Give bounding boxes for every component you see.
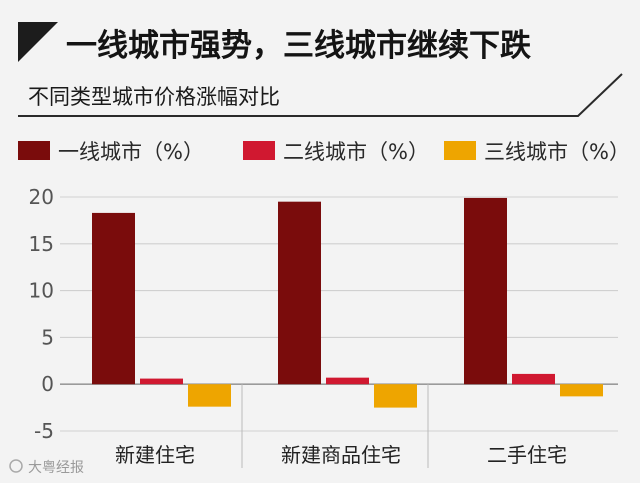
bar-3-1 bbox=[188, 384, 231, 407]
bar-2-2 bbox=[326, 377, 369, 385]
subtitle-underline bbox=[18, 73, 623, 117]
watermark-text: 大粤经报 bbox=[28, 460, 84, 476]
chart-legend: 一线城市（%） 二线城市（%） 三线城市（%） bbox=[18, 140, 630, 164]
bar-1-2 bbox=[278, 201, 321, 385]
legend-swatch-1 bbox=[18, 141, 50, 160]
y-tick-label: -5 bbox=[34, 419, 54, 443]
legend-label-1: 一线城市（%） bbox=[58, 140, 204, 164]
category-label: 新建住宅 bbox=[115, 443, 195, 467]
bar-2-3 bbox=[512, 373, 555, 385]
watermark-logo-icon bbox=[9, 459, 23, 473]
category-label: 新建商品住宅 bbox=[281, 443, 401, 467]
y-axis-ticks: 20 15 10 5 0 -5 bbox=[29, 185, 54, 443]
y-tick-label: 20 bbox=[29, 185, 54, 209]
bar-3-3 bbox=[560, 384, 603, 397]
chart-grid bbox=[60, 196, 618, 468]
chart-headline: 一线城市强势，三线城市继续下跌 bbox=[66, 28, 531, 64]
y-tick-label: 5 bbox=[41, 325, 54, 349]
category-label: 二手住宅 bbox=[487, 443, 567, 467]
chart-bars bbox=[92, 197, 603, 408]
y-tick-label: 0 bbox=[41, 372, 54, 396]
legend-swatch-3 bbox=[444, 141, 476, 160]
chart-subtitle: 不同类型城市价格涨幅对比 bbox=[28, 85, 280, 109]
y-tick-label: 10 bbox=[29, 279, 54, 303]
bar-1-1 bbox=[92, 212, 135, 385]
legend-label-3: 三线城市（%） bbox=[484, 140, 630, 164]
watermark: 大粤经报 bbox=[9, 459, 84, 476]
bar-1-3 bbox=[464, 197, 507, 385]
x-axis-labels: 新建住宅 新建商品住宅 二手住宅 bbox=[115, 443, 567, 467]
legend-swatch-2 bbox=[243, 141, 275, 160]
y-tick-label: 15 bbox=[29, 232, 54, 256]
legend-label-2: 二线城市（%） bbox=[283, 140, 429, 164]
bar-3-2 bbox=[374, 384, 417, 408]
bar-2-1 bbox=[140, 378, 183, 385]
header-flag-icon bbox=[18, 22, 58, 62]
